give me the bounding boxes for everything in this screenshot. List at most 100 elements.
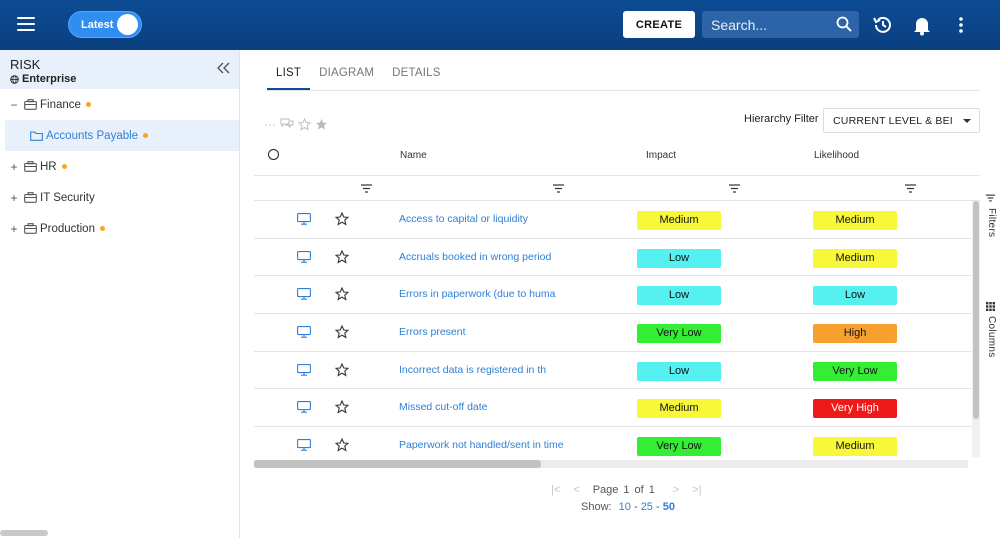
collapse-sidebar-icon[interactable] (216, 62, 230, 74)
hierarchy-filter-label: Hierarchy Filter (744, 113, 819, 125)
expand-toggle[interactable]: + (10, 190, 18, 205)
prev-page-icon[interactable]: < (573, 484, 580, 496)
expand-toggle[interactable]: + (10, 159, 18, 174)
page-size-25[interactable]: 25 (640, 501, 653, 513)
tree-item-hr[interactable]: + HR (0, 151, 239, 182)
page-size-10[interactable]: 10 (618, 501, 631, 513)
sidebar-scrollbar[interactable] (0, 530, 48, 536)
create-button[interactable]: CREATE (623, 11, 695, 38)
filter-icon[interactable] (361, 184, 372, 193)
tab-details[interactable]: DETAILS (392, 67, 441, 79)
column-header-likelihood[interactable]: Likelihood (814, 150, 860, 161)
table-row[interactable]: Accruals booked in wrong period Low Medium (254, 239, 972, 277)
tree-item-accounts-payable[interactable]: Accounts Payable (5, 120, 239, 151)
search-input[interactable] (702, 16, 832, 33)
table-vertical-scrollbar[interactable] (973, 201, 979, 419)
tabs-divider (267, 90, 980, 91)
favorite-star-icon[interactable] (335, 325, 349, 339)
status-dot (99, 226, 105, 231)
more-vertical-icon[interactable] (950, 14, 972, 36)
monitor-icon[interactable] (297, 401, 311, 414)
status-dot (61, 164, 67, 169)
first-page-icon[interactable]: |< (551, 484, 561, 496)
briefcase-icon (24, 161, 37, 172)
tree-item-label: HR (40, 160, 57, 173)
filter-icon[interactable] (905, 184, 916, 193)
columns-grid-icon[interactable] (986, 302, 995, 311)
search-icon[interactable] (836, 16, 852, 32)
column-header-name[interactable]: Name (400, 150, 427, 161)
tab-list[interactable]: LIST (267, 60, 311, 90)
top-app-bar: Latest CREATE (0, 0, 1000, 50)
hierarchy-filter-select[interactable]: CURRENT LEVEL & BEI (823, 108, 980, 133)
toggle-knob (117, 14, 138, 35)
risk-name-link[interactable]: Access to capital or liquidity (399, 213, 528, 225)
expand-toggle[interactable]: + (10, 221, 18, 236)
monitor-icon[interactable] (297, 326, 311, 338)
risk-name-link[interactable]: Errors present (399, 326, 466, 339)
risk-name-link[interactable]: Paperwork not handled/sent in time (399, 439, 564, 452)
history-icon[interactable] (872, 14, 894, 36)
sidebar-title: RISK (10, 57, 41, 72)
star-filled-icon[interactable] (315, 118, 328, 131)
table-row[interactable]: Missed cut-off date Medium Very High (254, 389, 972, 428)
notifications-bell-icon[interactable] (911, 14, 933, 36)
filter-icon[interactable] (553, 184, 564, 193)
tree-item-finance[interactable]: − Finance (0, 89, 239, 120)
monitor-icon[interactable] (297, 363, 311, 376)
search-box (702, 11, 859, 38)
star-outline-icon[interactable] (298, 117, 311, 131)
risk-name-link[interactable]: Missed cut-off date (399, 401, 488, 414)
monitor-icon[interactable] (297, 213, 311, 225)
favorite-star-icon[interactable] (335, 212, 349, 226)
column-header-impact[interactable]: Impact (646, 150, 677, 161)
tab-diagram[interactable]: DIAGRAM (319, 67, 375, 79)
risk-name-link[interactable]: Errors in paperwork (due to huma (399, 288, 556, 301)
collapse-toggle[interactable]: − (10, 97, 18, 112)
favorite-star-icon[interactable] (335, 362, 349, 377)
impact-badge: Medium (637, 211, 721, 230)
risk-name-link[interactable]: Accruals booked in wrong period (399, 250, 552, 263)
comments-icon[interactable] (280, 118, 294, 130)
row-actions-toolbar: ··· (264, 117, 328, 131)
tree-item-it-security[interactable]: + IT Security (0, 182, 239, 213)
favorite-star-icon[interactable] (335, 400, 349, 415)
table-horizontal-scrollbar[interactable] (254, 460, 541, 468)
menu-icon[interactable] (17, 17, 35, 31)
favorite-star-icon[interactable] (335, 287, 349, 302)
risk-name-link[interactable]: Incorrect data is registered in th (399, 363, 547, 376)
table-row[interactable]: Errors in paperwork (due to huma Low Low (254, 276, 972, 315)
sidebar-subtitle: Enterprise (10, 73, 229, 85)
monitor-icon[interactable] (297, 250, 311, 263)
page-size-selector: Show: 10 - 25 - 50 (581, 501, 675, 513)
monitor-icon[interactable] (297, 439, 311, 451)
side-panel-bar: Filters Columns (980, 190, 1000, 538)
favorite-star-icon[interactable] (335, 249, 349, 264)
monitor-icon[interactable] (297, 288, 311, 301)
last-page-icon[interactable]: >| (692, 484, 702, 496)
latest-toggle-label: Latest (81, 19, 114, 31)
page-size-50[interactable]: 50 (662, 501, 675, 513)
filters-icon[interactable] (986, 194, 995, 202)
table-row[interactable]: Incorrect data is registered in th Low Ver… (254, 352, 972, 390)
briefcase-icon (24, 223, 37, 234)
select-all-radio[interactable] (268, 149, 279, 160)
more-actions-icon[interactable]: ··· (264, 117, 276, 131)
filter-icon[interactable] (729, 184, 740, 193)
likelihood-badge: Low (813, 286, 897, 306)
sidebar-header: RISK Enterprise (0, 50, 239, 89)
table-row[interactable]: Errors present Very Low High (254, 314, 972, 352)
table-row[interactable]: Paperwork not handled/sent in time Very L… (254, 427, 972, 457)
next-page-icon[interactable]: > (672, 484, 680, 496)
impact-badge: Low (637, 248, 721, 268)
favorite-star-icon[interactable] (335, 438, 349, 452)
total-pages: 1 (648, 484, 655, 496)
sidebar-subtitle-text: Enterprise (22, 73, 77, 85)
tree-item-production[interactable]: + Production (0, 213, 239, 244)
impact-badge: Medium (637, 399, 721, 419)
filters-panel-toggle[interactable]: Filters (986, 208, 997, 238)
table-row[interactable]: Access to capital or liquidity Medium Medi… (254, 201, 972, 239)
columns-panel-toggle[interactable]: Columns (986, 316, 997, 358)
latest-toggle[interactable]: Latest (68, 11, 142, 38)
impact-badge: Low (637, 361, 721, 381)
